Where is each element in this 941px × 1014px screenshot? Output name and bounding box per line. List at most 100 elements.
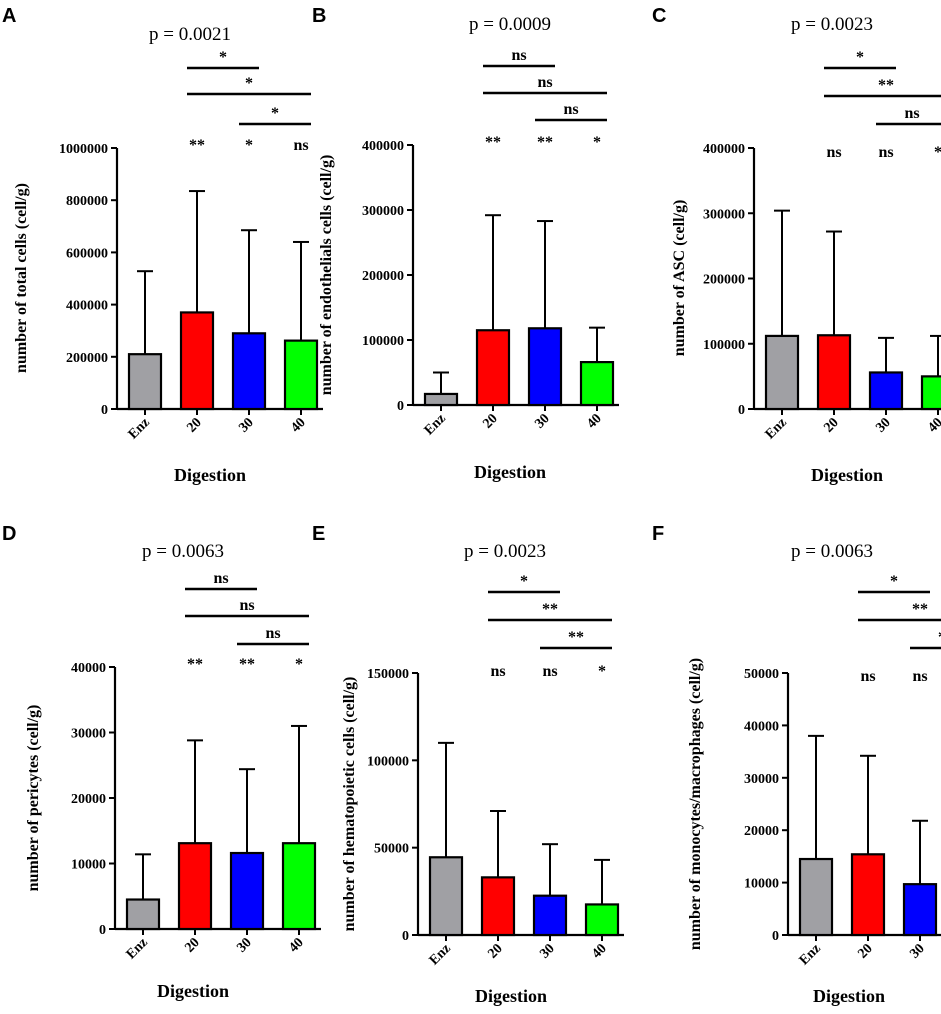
y-tick-label: 30000 — [744, 772, 779, 787]
x-tick-label: 20 — [182, 935, 203, 956]
y-axis-label: number of monocytes/macrophages (cell/g) — [687, 658, 704, 950]
y-tick-label: 200000 — [362, 269, 404, 284]
x-tick-label: 30 — [873, 415, 894, 436]
y-tick-label: 30000 — [71, 727, 106, 742]
panel-letter: D — [2, 523, 16, 545]
bar-30 — [868, 371, 904, 411]
significance-label: ns — [490, 663, 505, 680]
bar-enz — [127, 353, 163, 411]
bracket-label: ns — [904, 105, 919, 122]
bar-20 — [179, 311, 215, 411]
y-tick-label: 400000 — [66, 299, 108, 314]
x-tick-label: 20 — [855, 941, 876, 962]
y-tick-label: 400000 — [703, 142, 745, 157]
y-tick-label: 40000 — [71, 661, 106, 676]
y-axis-label: number of total cells (cell/g) — [13, 183, 30, 373]
significance-label: ns — [878, 144, 893, 161]
significance-label: ns — [293, 137, 308, 154]
significance-label: ns — [542, 663, 557, 680]
bracket-label: ** — [568, 629, 584, 646]
bracket-label: * — [219, 49, 227, 66]
y-tick-label: 100000 — [703, 338, 745, 353]
y-tick-label: 100000 — [362, 334, 404, 349]
x-tick-label: Enz — [124, 935, 151, 962]
y-tick-label: 50000 — [744, 667, 779, 682]
significance-label: ns — [912, 668, 927, 685]
bracket-label: ns — [213, 570, 228, 587]
bracket-label: * — [245, 75, 253, 92]
p-value: p = 0.0023 — [464, 541, 546, 562]
bar-20 — [480, 876, 516, 937]
y-tick-label: 0 — [738, 403, 745, 418]
significance-label: * — [593, 134, 601, 151]
y-tick-label: 10000 — [71, 858, 106, 873]
y-axis-label: number of ASC (cell/g) — [671, 200, 688, 357]
bracket-label: ** — [542, 601, 558, 618]
y-tick-label: 800000 — [66, 194, 108, 209]
p-value: p = 0.0063 — [142, 541, 224, 562]
y-tick-label: 300000 — [703, 207, 745, 222]
y-tick-label: 200000 — [703, 273, 745, 288]
bar-30 — [902, 883, 938, 937]
bar-30 — [527, 327, 563, 407]
x-axis-label: Digestion — [157, 981, 229, 1001]
x-tick-label: 40 — [286, 935, 307, 956]
y-axis-label: number of endothelials cells (cell/g) — [318, 155, 335, 396]
x-tick-label: 40 — [584, 411, 605, 432]
y-tick-label: 200000 — [66, 351, 108, 366]
y-axis-label: number of pericytes (cell/g) — [25, 705, 42, 892]
x-tick-label: Enz — [126, 415, 153, 442]
y-axis-label: number of hematopoietic cells (cell/g) — [341, 677, 358, 932]
bar-enz — [125, 898, 161, 931]
panel-letter: C — [652, 5, 666, 27]
significance-label: * — [598, 663, 606, 680]
p-value: p = 0.0023 — [791, 14, 873, 35]
bar-enz — [798, 857, 834, 937]
bracket-label: ns — [511, 47, 526, 64]
x-tick-label: 30 — [532, 411, 553, 432]
chart-panel-f: Fp = 0.0063 0 10000 20000 30000 40000 50000 Enz… — [652, 523, 941, 1006]
significance-label: ** — [537, 134, 553, 151]
x-tick-label: 20 — [485, 941, 506, 962]
x-tick-label: 30 — [236, 415, 257, 436]
panel-letter: A — [2, 5, 16, 27]
y-tick-label: 0 — [397, 399, 404, 414]
chart-panel-d: Dp = 0.0063 0 10000 20000 30000 40000 Enz 20 ** 3… — [2, 523, 321, 1001]
bracket-label: * — [271, 105, 279, 122]
x-tick-label: 30 — [234, 935, 255, 956]
y-tick-label: 0 — [772, 929, 779, 944]
x-tick-label: 20 — [821, 415, 842, 436]
significance-label: * — [245, 137, 253, 154]
p-value: p = 0.0009 — [469, 14, 551, 35]
y-tick-label: 100000 — [367, 754, 409, 769]
chart-panel-e: Ep = 0.0023 0 50000 100000 150000 Enz 20 ns 30 ns… — [312, 523, 624, 1006]
p-value: p = 0.0021 — [149, 24, 231, 45]
significance-label: ** — [187, 656, 203, 673]
panel-letter: B — [312, 5, 326, 27]
bar-enz — [764, 334, 800, 411]
x-tick-label: Enz — [763, 415, 790, 442]
bracket-label: ns — [239, 597, 254, 614]
bracket-label: ns — [563, 101, 578, 118]
bar-40 — [579, 361, 615, 407]
bar-20 — [177, 842, 213, 931]
significance-label: ns — [826, 144, 841, 161]
bracket-label: ns — [537, 74, 552, 91]
y-tick-label: 0 — [101, 403, 108, 418]
bar-30 — [532, 894, 568, 937]
y-tick-label: 20000 — [71, 792, 106, 807]
significance-label: ** — [189, 137, 205, 154]
y-tick-label: 0 — [99, 923, 106, 938]
y-tick-label: 10000 — [744, 877, 779, 892]
x-axis-label: Digestion — [174, 465, 246, 485]
significance-label: ** — [485, 134, 501, 151]
bar-20 — [816, 334, 852, 411]
x-tick-label: 30 — [907, 941, 928, 962]
x-tick-label: 20 — [480, 411, 501, 432]
bar-enz — [423, 392, 459, 407]
x-tick-label: 40 — [288, 415, 309, 436]
p-value: p = 0.0063 — [791, 541, 873, 562]
